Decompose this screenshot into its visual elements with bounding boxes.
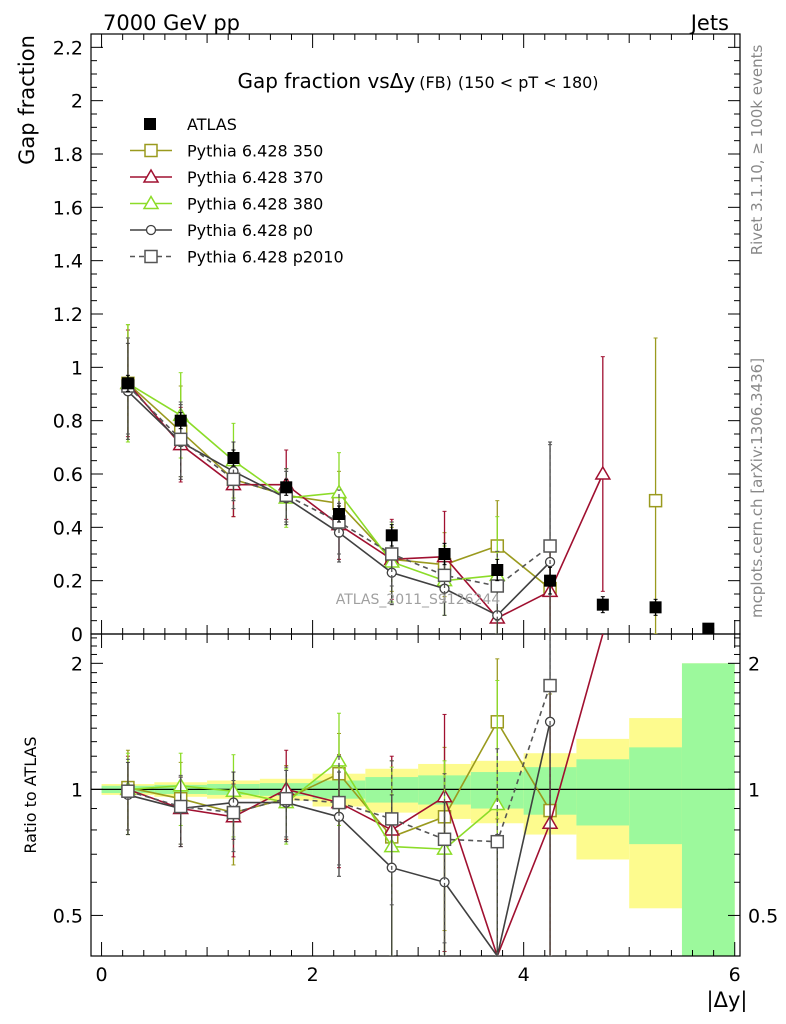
mc-point: [543, 539, 557, 553]
legend-item: Pythia 6.428 p2010: [130, 248, 344, 267]
upper-ytick-label: 1.4: [53, 251, 83, 273]
mc-point: [437, 832, 452, 847]
stat-uncertainty-band: [629, 747, 682, 845]
legend-item: Pythia 6.428 380: [130, 195, 323, 214]
mc-point: [437, 568, 452, 583]
data-point: [491, 564, 504, 576]
title-sub: (FB): [419, 73, 452, 92]
series-line: [127, 759, 498, 850]
upper-ytick-label: 1: [71, 357, 83, 379]
data-point: [332, 508, 345, 520]
mc-point: [173, 432, 188, 447]
upper-ytick-label: 2.2: [53, 37, 83, 59]
legend-label: Pythia 6.428 p0: [187, 221, 313, 240]
data-point: [702, 622, 715, 634]
legend-marker: [144, 249, 158, 264]
data-point: [280, 481, 293, 494]
upper-ytick-label: 0.6: [53, 464, 83, 486]
mc-point: [594, 465, 612, 480]
lower-ylabel: Ratio to ATLAS: [21, 736, 40, 853]
header-process-label: Jets: [689, 11, 729, 35]
legend-marker: [144, 118, 156, 130]
series-layer: [119, 324, 715, 956]
mc-point: [488, 796, 506, 811]
lower-ytick-label: 2: [71, 653, 83, 675]
legend-item: ATLAS: [144, 115, 237, 134]
rivet-version-label: Rivet 3.1.10, ≥ 100k events: [748, 45, 766, 256]
series-line: [127, 382, 498, 582]
upper-ytick-label: 0.2: [53, 571, 83, 593]
legend-item: Pythia 6.428 350: [130, 142, 323, 161]
xtick-label: 6: [729, 964, 741, 986]
lower-series: [121, 634, 557, 956]
analysis-watermark: ATLAS_2011_S9126244: [336, 592, 501, 608]
lower-ytick-label-right: 0.5: [748, 905, 778, 927]
mc-point: [173, 799, 188, 814]
axes-layer: 0 0.2 0.4 0.6 0.8 1 1.2 1.4 1.6 1.8 2 2.2 0.5 0.5 1 1 2 2…: [53, 33, 778, 986]
xtick-label: 2: [307, 964, 319, 986]
stat-uncertainty-band: [681, 663, 735, 956]
mc-point: [121, 784, 135, 798]
data-point: [596, 598, 609, 611]
legend-label: Pythia 6.428 p2010: [187, 248, 344, 267]
series-line: [127, 634, 604, 956]
mc-point: [332, 795, 346, 810]
stat-uncertainty-band: [576, 759, 630, 826]
mc-point: [490, 579, 505, 593]
data-point: [121, 377, 134, 390]
lower-ytick-label-right: 1: [748, 779, 760, 801]
upper-ylabel: Gap fraction: [15, 35, 39, 165]
title-main: Gap fraction vsΔy: [237, 69, 415, 93]
header-beam-label: 7000 GeV pp: [103, 11, 240, 35]
xtick-label: 4: [518, 964, 530, 986]
legend-label: Pythia 6.428 350: [187, 142, 323, 161]
xtick-label: 0: [96, 964, 108, 986]
upper-ytick-label: 0: [71, 624, 83, 646]
mc-point: [490, 834, 505, 849]
xlabel: |Δy|: [707, 988, 748, 1013]
lower-frame: [90, 633, 741, 957]
mc-point: [385, 547, 399, 561]
legend-label: Pythia 6.428 380: [187, 195, 323, 214]
legend: ATLAS Pythia 6.428 350 Pythia 6.428 370 Pyt…: [130, 115, 344, 267]
mc-point: [385, 812, 399, 826]
data-point: [544, 574, 557, 587]
upper-series: [121, 374, 715, 634]
upper-ytick-label: 1.2: [53, 304, 83, 326]
legend-marker: [145, 224, 157, 236]
legend-marker: [142, 168, 160, 183]
title-cut: (150 < pT < 180): [458, 73, 599, 92]
upper-ytick-label: 1.6: [53, 197, 83, 219]
series-line: [127, 382, 604, 619]
legend-marker: [144, 143, 158, 158]
legend-item: Pythia 6.428 370: [130, 168, 323, 187]
data-point: [438, 548, 451, 560]
data-point: [649, 601, 662, 614]
data-point: [227, 452, 240, 464]
mc-point: [648, 493, 663, 508]
lower-ytick-label: 0.5: [53, 905, 83, 927]
chart-title: Gap fraction vsΔy (FB) (150 < pT < 180): [237, 69, 598, 93]
legend-label: ATLAS: [187, 115, 237, 134]
mc-point: [226, 472, 241, 487]
data-point: [385, 529, 398, 542]
legend-label: Pythia 6.428 370: [187, 168, 323, 187]
mc-point: [543, 678, 557, 693]
mc-point: [226, 805, 241, 820]
lower-ytick-label: 1: [71, 779, 83, 801]
upper-ytick-label: 0.8: [53, 411, 83, 433]
upper-ytick-label: 2: [71, 91, 83, 113]
legend-marker: [142, 195, 160, 210]
legend-item: Pythia 6.428 p0: [130, 221, 313, 240]
mc-point: [279, 791, 293, 806]
upper-ytick-label: 1.8: [53, 144, 83, 166]
lower-ytick-label-right: 2: [748, 653, 760, 675]
mcplots-label: mcplots.cern.ch [arXiv:1306.3436]: [748, 358, 766, 618]
upper-ytick-label: 0.4: [53, 517, 83, 539]
series-line: [127, 685, 551, 843]
data-point: [174, 414, 187, 427]
